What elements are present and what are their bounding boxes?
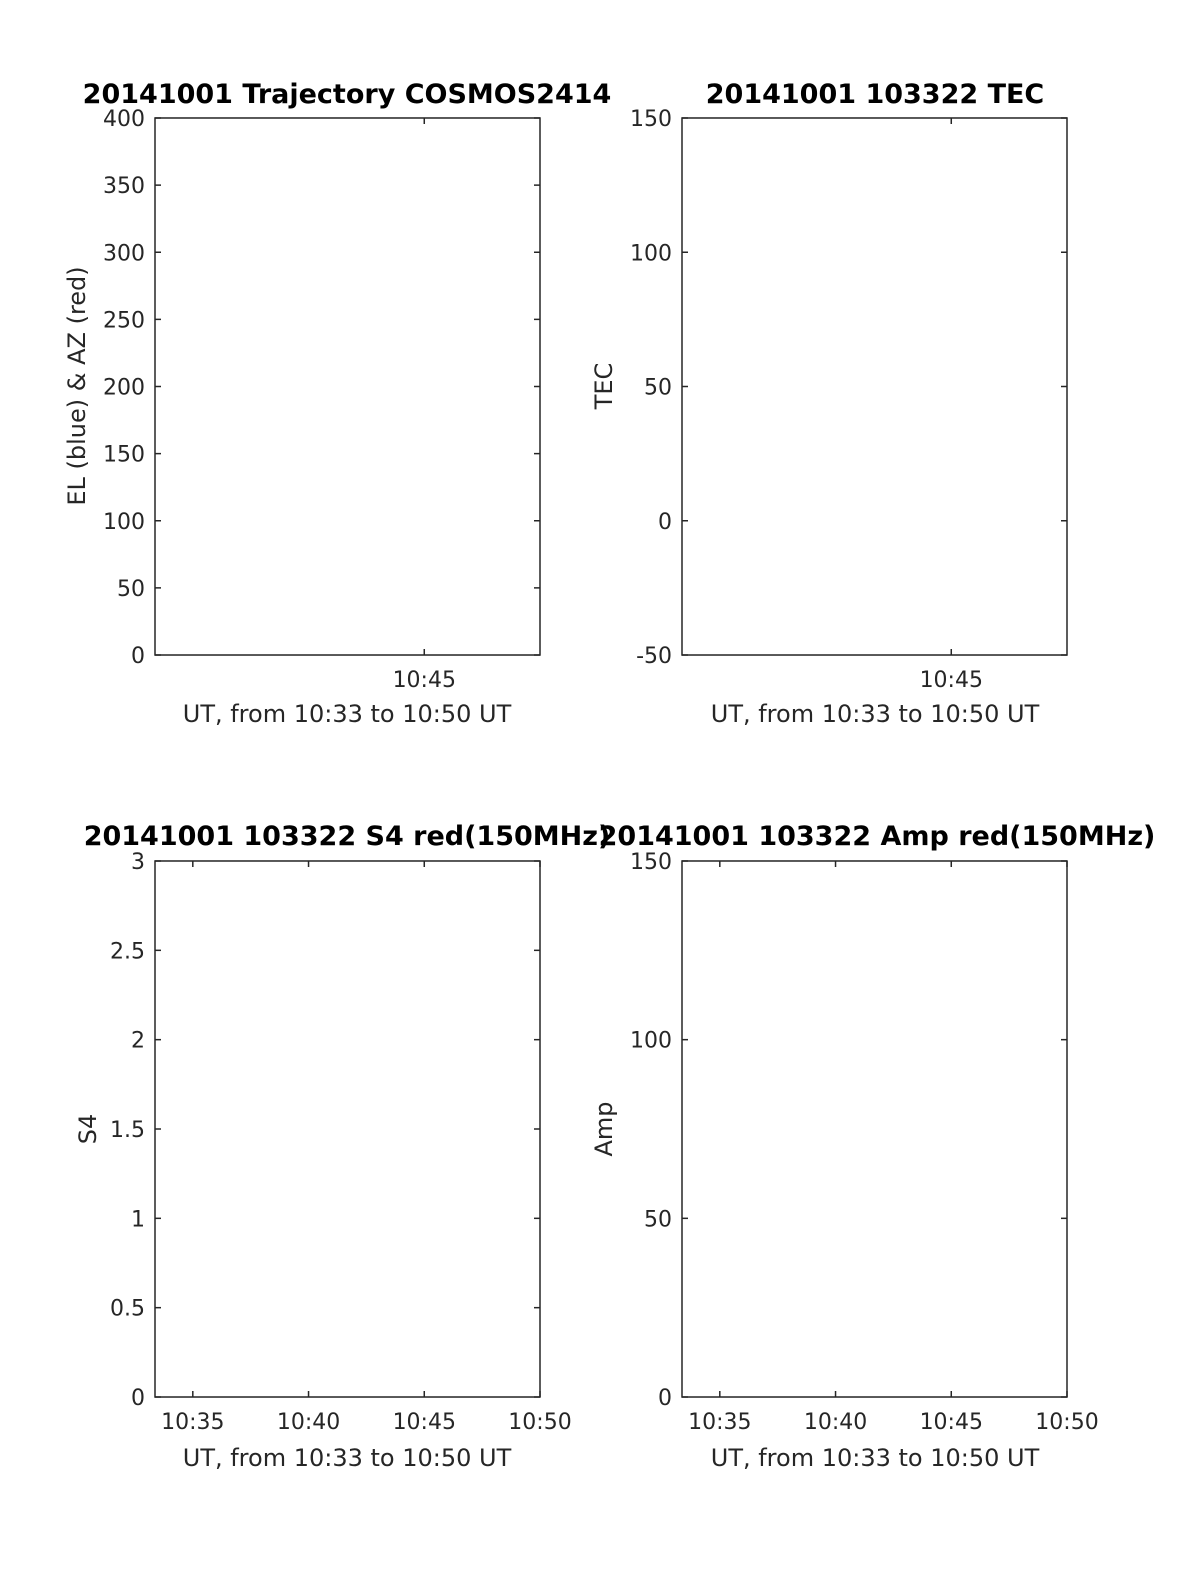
y-tick-label: 0 xyxy=(658,1386,672,1411)
x-tick-label: 10:40 xyxy=(804,1410,867,1435)
ylabel-s4: S4 xyxy=(74,1114,102,1145)
y-tick-label: 100 xyxy=(630,1029,672,1054)
title-amp: 20141001 103322 Amp red(150MHz) xyxy=(599,821,1156,852)
x-tick-label: 10:45 xyxy=(393,1410,456,1435)
x-tick-label: 10:45 xyxy=(920,1410,983,1435)
y-tick-label: 0 xyxy=(131,1386,145,1411)
panel-amp: 20141001 103322 Amp red(150MHz) UT, from… xyxy=(590,821,1155,1472)
x-tick-label: 10:50 xyxy=(1035,1410,1098,1435)
y-tick-label: 150 xyxy=(630,107,672,132)
xlabel-s4: UT, from 10:33 to 10:50 UT xyxy=(183,1444,512,1472)
panel-tec: 20141001 103322 TEC UT, from 10:33 to 10… xyxy=(590,79,1068,728)
y-tick-label: 150 xyxy=(630,850,672,875)
y-tick-label: 1.5 xyxy=(110,1118,145,1143)
y-tick-label: 2 xyxy=(131,1029,145,1054)
xlabel-tec: UT, from 10:33 to 10:50 UT xyxy=(711,700,1040,728)
axes-tec: -50 0 50 100 150 10:45 xyxy=(630,107,1068,693)
x-tick-label: 10:50 xyxy=(508,1410,571,1435)
axes-frame xyxy=(154,860,541,1398)
y-tick-label: 0 xyxy=(658,510,672,535)
y-tick-label: 50 xyxy=(644,1207,672,1232)
y-tick-label: 2.5 xyxy=(110,939,145,964)
xlabel-amp: UT, from 10:33 to 10:50 UT xyxy=(711,1444,1040,1472)
ylabel-trajectory: EL (blue) & AZ (red) xyxy=(63,266,91,505)
x-tick-label: 10:40 xyxy=(277,1410,340,1435)
x-tick-label: 10:35 xyxy=(688,1410,751,1435)
y-tick-label: 200 xyxy=(103,376,145,401)
y-tick-label: 50 xyxy=(644,376,672,401)
ylabel-tec: TEC xyxy=(590,363,618,411)
axes-frame xyxy=(681,860,1068,1398)
axes-trajectory: 0 50 100 150 200 250 300 350 400 10:45 xyxy=(103,107,541,693)
y-tick-label: 100 xyxy=(630,241,672,266)
y-tick-label: 300 xyxy=(103,241,145,266)
y-tick-label: 100 xyxy=(103,510,145,535)
title-tec: 20141001 103322 TEC xyxy=(706,79,1045,110)
ylabel-amp: Amp xyxy=(590,1101,618,1156)
y-tick-label: 0 xyxy=(131,644,145,669)
y-tick-label: 3 xyxy=(131,850,145,875)
y-tick-label: -50 xyxy=(636,644,672,669)
axes-frame xyxy=(681,117,1068,656)
title-s4: 20141001 103322 S4 red(150MHz) xyxy=(84,821,611,852)
y-tick-label: 400 xyxy=(103,107,145,132)
y-tick-label: 1 xyxy=(131,1207,145,1232)
title-trajectory: 20141001 Trajectory COSMOS2414 xyxy=(83,79,612,110)
axes-s4: 0 0.5 1 1.5 2 2.5 3 10:35 10:40 10:45 10:50 xyxy=(110,850,572,1435)
axes-frame xyxy=(154,117,541,656)
x-tick-label: 10:45 xyxy=(393,668,456,693)
y-tick-label: 50 xyxy=(117,577,145,602)
x-tick-label: 10:35 xyxy=(161,1410,224,1435)
axes-amp: 0 50 100 150 10:35 10:40 10:45 10:50 xyxy=(630,850,1099,1435)
y-tick-label: 0.5 xyxy=(110,1297,145,1322)
xlabel-trajectory: UT, from 10:33 to 10:50 UT xyxy=(183,700,512,728)
panel-trajectory: 20141001 Trajectory COSMOS2414 UT, from … xyxy=(63,79,611,728)
panel-s4: 20141001 103322 S4 red(150MHz) UT, from … xyxy=(74,821,610,1472)
y-tick-label: 150 xyxy=(103,443,145,468)
y-tick-label: 250 xyxy=(103,308,145,333)
x-tick-label: 10:45 xyxy=(920,668,983,693)
y-tick-label: 350 xyxy=(103,174,145,199)
